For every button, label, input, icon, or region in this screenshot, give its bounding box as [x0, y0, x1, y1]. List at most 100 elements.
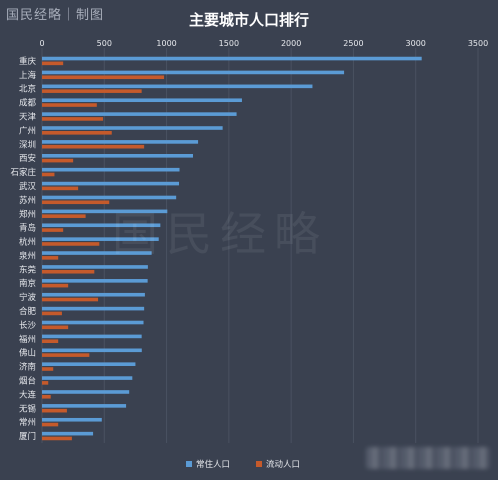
category-label: 天津	[19, 112, 37, 123]
bar-resident	[42, 362, 136, 366]
bar-resident	[42, 265, 148, 269]
category-label: 大连	[19, 389, 37, 400]
x-tick-label: 1500	[219, 39, 239, 48]
bar-floating	[42, 214, 86, 218]
bar-floating	[42, 422, 59, 427]
category-label: 南京	[19, 278, 36, 289]
legend-swatch-resident	[186, 461, 192, 467]
category-label: 济南	[19, 362, 36, 373]
bar-floating	[42, 186, 79, 191]
legend-label-floating: 流动人口	[266, 459, 300, 470]
bar-floating	[42, 394, 51, 399]
x-tick-label: 3000	[406, 39, 426, 48]
category-label: 宁波	[19, 292, 37, 303]
category-label: 西安	[19, 153, 36, 164]
bar-floating	[42, 269, 95, 274]
bar-resident	[42, 98, 242, 103]
bar-resident	[42, 195, 177, 200]
bar-resident	[42, 334, 142, 339]
bar-floating	[42, 200, 110, 205]
bar-resident	[42, 417, 102, 422]
bar-resident	[42, 279, 148, 283]
category-label: 青岛	[19, 223, 36, 234]
bar-floating	[42, 242, 100, 246]
category-label: 成都	[19, 98, 37, 109]
bar-floating	[42, 158, 74, 163]
bar-floating	[42, 228, 64, 232]
x-tick-label: 500	[97, 39, 112, 48]
watermark-top: 国民经略｜制图	[6, 8, 105, 23]
bar-floating	[42, 297, 99, 302]
bar-resident	[42, 251, 152, 255]
category-label: 深圳	[19, 139, 36, 150]
x-tick-label: 3500	[468, 39, 488, 48]
bar-resident	[42, 404, 127, 408]
category-label: 佛山	[19, 348, 36, 359]
bar-floating	[42, 381, 49, 385]
x-tick-label: 2500	[343, 39, 363, 48]
x-tick-label: 0	[39, 39, 44, 48]
bar-floating	[42, 117, 104, 121]
category-label: 福州	[19, 334, 36, 345]
bar-floating	[42, 353, 90, 357]
category-label: 石家庄	[10, 167, 36, 178]
bar-resident	[42, 56, 422, 61]
bar-floating	[42, 283, 69, 288]
category-label: 东莞	[19, 264, 37, 275]
bar-floating	[42, 144, 145, 149]
bar-resident	[42, 390, 130, 394]
bar-resident	[42, 348, 142, 353]
bar-floating	[42, 311, 62, 316]
category-label: 上海	[19, 70, 37, 81]
bar-floating	[42, 339, 59, 344]
bar-resident	[42, 112, 237, 116]
category-label: 合肥	[19, 306, 37, 317]
bar-resident	[42, 167, 180, 172]
category-label: 泉州	[19, 250, 36, 261]
bar-resident	[42, 376, 133, 380]
category-label: 广州	[19, 125, 36, 136]
bar-resident	[42, 84, 313, 89]
category-label: 杭州	[19, 237, 36, 248]
bar-floating	[42, 131, 112, 135]
category-label: 长沙	[19, 320, 37, 331]
bar-resident	[42, 292, 145, 297]
bar-floating	[42, 436, 72, 441]
chart-title: 主要城市人口排行	[189, 11, 309, 29]
bar-floating	[42, 75, 165, 80]
bar-resident	[42, 306, 145, 311]
bar-floating	[42, 408, 67, 413]
bar-resident	[42, 70, 345, 75]
x-tick-label: 2000	[281, 39, 301, 48]
category-label: 烟台	[19, 375, 36, 386]
bar-floating	[42, 367, 54, 371]
bar-floating	[42, 172, 55, 177]
bar-resident	[42, 237, 159, 241]
category-label: 郑州	[19, 209, 36, 220]
bar-floating	[42, 325, 69, 330]
bar-resident	[42, 209, 168, 214]
category-label: 重庆	[19, 56, 37, 67]
bar-resident	[42, 223, 161, 228]
x-tick-label: 1000	[156, 39, 176, 48]
legend-label-resident: 常住人口	[196, 459, 230, 470]
legend-swatch-floating	[256, 461, 262, 467]
bar-resident	[42, 181, 180, 186]
watermark-center: 国民经略	[112, 207, 328, 261]
category-label: 无锡	[19, 404, 37, 414]
category-label: 武汉	[19, 181, 37, 192]
bar-floating	[42, 256, 59, 260]
blurred-source-label	[366, 447, 490, 469]
category-label: 厦门	[19, 431, 36, 442]
bar-floating	[42, 61, 64, 66]
category-label: 常州	[19, 417, 36, 428]
bar-floating	[42, 89, 142, 93]
bar-resident	[42, 140, 199, 144]
category-label: 北京	[19, 84, 36, 95]
bar-resident	[42, 431, 94, 436]
bar-resident	[42, 153, 193, 158]
bar-resident	[42, 126, 223, 130]
category-label: 苏州	[19, 195, 36, 206]
